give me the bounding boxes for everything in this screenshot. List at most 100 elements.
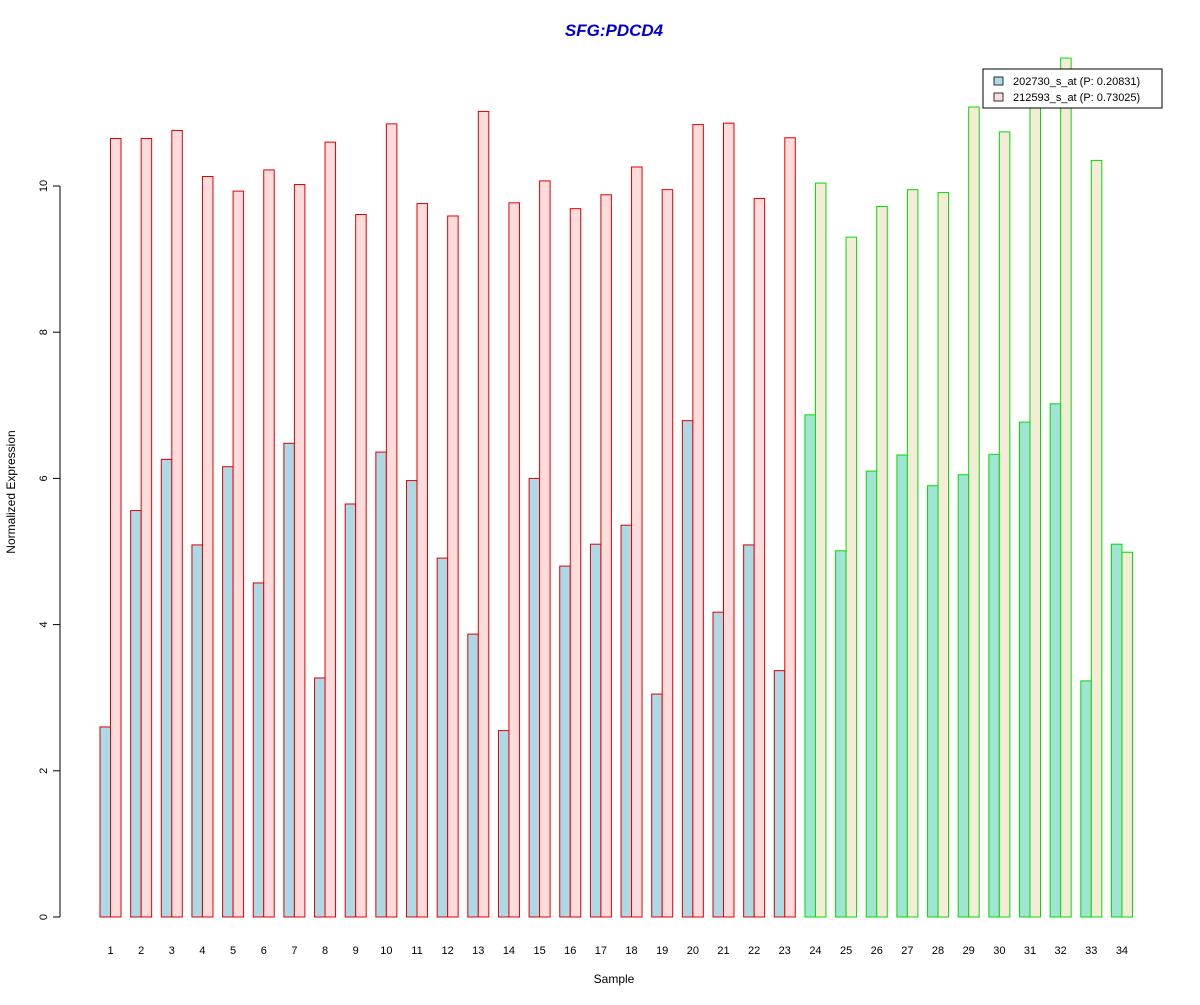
x-tick-label: 14 xyxy=(503,945,515,957)
y-tick-label: 4 xyxy=(38,622,50,628)
legend-swatch xyxy=(993,92,1004,102)
bar-212593_s_at xyxy=(876,205,888,918)
x-tick-label: 33 xyxy=(1085,945,1097,957)
legend-swatch xyxy=(993,76,1004,86)
x-tick-label: 6 xyxy=(261,945,267,957)
bar-212593_s_at xyxy=(784,137,796,918)
x-tick-label: 29 xyxy=(963,945,975,957)
y-axis-title: Normalized Expression xyxy=(4,430,18,553)
y-axis: 0 2 4 6 8 10 xyxy=(38,180,61,920)
bars-group xyxy=(99,57,1133,918)
bar-212593_s_at xyxy=(508,202,520,918)
x-tick-labels: 1 2 3 4 5 6 7 8 9 10 11 12 13 14 15 16 17 18 19 20 21 22 23 24 2… xyxy=(107,945,1128,957)
bar-212593_s_at xyxy=(355,214,367,918)
bar-202730_s_at xyxy=(1049,403,1062,918)
y-tick-label: 8 xyxy=(38,329,50,335)
x-tick-label: 13 xyxy=(472,945,484,957)
bar-202730_s_at xyxy=(191,544,203,918)
bar-202730_s_at xyxy=(314,677,326,918)
x-tick-label: 25 xyxy=(840,945,852,957)
x-tick-label: 11 xyxy=(411,945,422,957)
bar-202730_s_at xyxy=(865,470,878,918)
x-axis-title: Sample xyxy=(594,972,635,986)
bar-202730_s_at xyxy=(436,557,449,918)
bar-212593_s_at xyxy=(998,131,1011,918)
legend: 202730_s_at (P: 0.20831) 212593_s_at (P: … xyxy=(982,68,1163,109)
bar-212593_s_at xyxy=(968,106,980,918)
bar-202730_s_at xyxy=(804,414,816,918)
x-tick-label: 27 xyxy=(901,945,913,957)
bar-212593_s_at xyxy=(569,208,582,918)
bar-212593_s_at xyxy=(263,169,275,918)
bar-212593_s_at xyxy=(140,137,153,918)
bar-202730_s_at xyxy=(743,544,755,918)
bar-212593_s_at xyxy=(631,166,643,918)
bar-212593_s_at xyxy=(171,129,183,918)
x-tick-label: 16 xyxy=(564,945,576,957)
bar-202730_s_at xyxy=(1080,680,1092,918)
bar-212593_s_at xyxy=(692,124,704,918)
x-tick-label: 9 xyxy=(353,945,359,957)
bar-212593_s_at xyxy=(293,184,306,918)
legend-label: 212593_s_at (P: 0.73025) xyxy=(1013,92,1140,104)
x-tick-label: 34 xyxy=(1116,945,1128,957)
bar-202730_s_at xyxy=(160,458,173,918)
y-tick-label: 6 xyxy=(38,475,50,481)
bar-212593_s_at xyxy=(539,180,551,918)
x-tick-label: 10 xyxy=(380,945,392,957)
bar-212593_s_at xyxy=(600,194,612,918)
x-tick-label: 22 xyxy=(748,945,760,957)
x-tick-label: 15 xyxy=(533,945,545,957)
bar-202730_s_at xyxy=(344,503,357,918)
bar-202730_s_at xyxy=(406,480,418,918)
x-tick-label: 17 xyxy=(595,945,607,957)
bar-202730_s_at xyxy=(375,451,387,918)
bar-202730_s_at xyxy=(559,565,571,918)
legend-label: 202730_s_at (P: 0.20831) xyxy=(1013,76,1140,88)
bar-212593_s_at xyxy=(416,203,428,918)
bar-212593_s_at xyxy=(661,189,674,918)
x-tick-label: 21 xyxy=(717,945,729,957)
bar-212593_s_at xyxy=(201,175,214,918)
y-tick-label: 10 xyxy=(38,180,50,192)
x-tick-label: 1 xyxy=(107,945,113,957)
bar-202730_s_at xyxy=(651,693,663,918)
x-tick-label: 12 xyxy=(442,945,454,957)
x-tick-label: 26 xyxy=(871,945,883,957)
bar-202730_s_at xyxy=(835,550,847,918)
bar-212593_s_at xyxy=(814,182,827,918)
bar-202730_s_at xyxy=(773,670,786,918)
legend-box xyxy=(982,68,1163,109)
x-tick-label: 24 xyxy=(809,945,821,957)
x-tick-label: 23 xyxy=(779,945,791,957)
x-tick-label: 4 xyxy=(199,945,205,957)
bar-202730_s_at xyxy=(130,510,142,918)
bar-202730_s_at xyxy=(497,730,510,918)
x-tick-label: 18 xyxy=(625,945,637,957)
bar-202730_s_at xyxy=(988,453,1000,918)
x-tick-label: 30 xyxy=(993,945,1005,957)
x-tick-label: 5 xyxy=(230,945,236,957)
x-tick-label: 20 xyxy=(687,945,699,957)
bar-202730_s_at xyxy=(283,442,295,918)
x-tick-label: 31 xyxy=(1024,945,1036,957)
bar-212593_s_at xyxy=(1060,57,1072,918)
bar-202730_s_at xyxy=(957,474,970,918)
bar-212593_s_at xyxy=(1090,159,1103,918)
x-tick-label: 19 xyxy=(656,945,668,957)
y-tick-label: 2 xyxy=(38,768,50,774)
x-tick-label: 8 xyxy=(322,945,328,957)
x-tick-label: 28 xyxy=(932,945,944,957)
x-tick-label: 7 xyxy=(291,945,297,957)
bar-212593_s_at xyxy=(845,236,858,918)
bar-212593_s_at xyxy=(753,197,766,918)
bar-212593_s_at xyxy=(723,122,735,918)
bar-202730_s_at xyxy=(222,466,234,918)
bar-202730_s_at xyxy=(896,454,908,918)
y-tick-label: 0 xyxy=(38,914,50,920)
bar-212593_s_at xyxy=(906,189,919,918)
bar-212593_s_at xyxy=(232,190,245,918)
bar-212593_s_at xyxy=(447,215,459,918)
